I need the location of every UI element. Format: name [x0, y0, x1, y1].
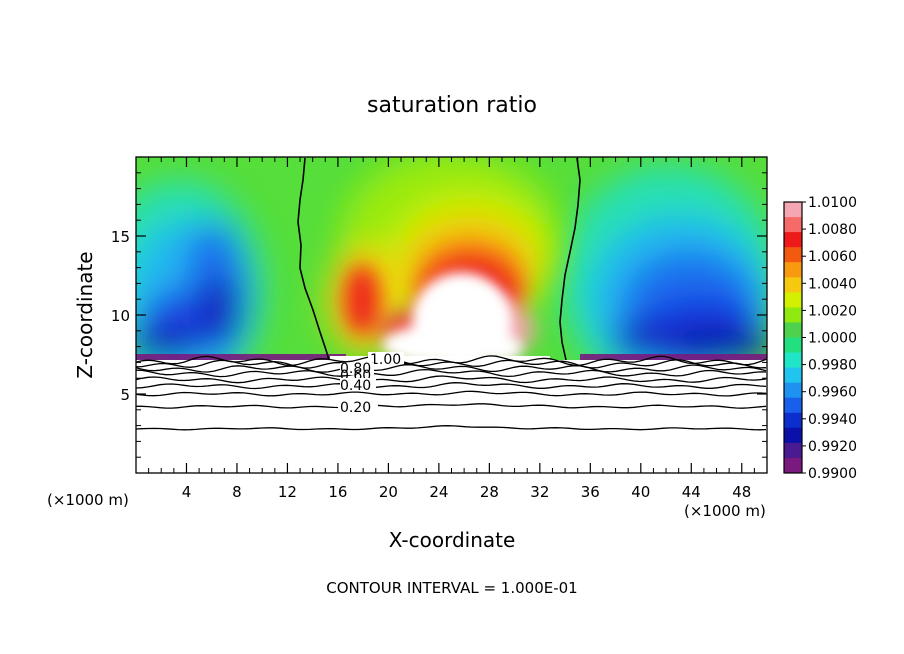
colorbar-label: 0.9900 — [808, 466, 857, 482]
chart-title: saturation ratio — [367, 93, 537, 118]
colorbar-swatch — [784, 427, 802, 444]
contour-label-0.40: 0.40 — [340, 378, 371, 394]
colorbar-label: 0.9940 — [808, 412, 857, 428]
contour-line-8 — [135, 355, 767, 367]
contour-labels: 1.00 0.80 0.60 0.40 0.20 — [338, 352, 404, 416]
colorbar-swatch — [784, 292, 802, 308]
contour-line-1 — [136, 403, 767, 409]
contour-line-2 — [135, 390, 767, 397]
colorbar-swatch — [784, 337, 802, 354]
contour-line-4 — [135, 375, 767, 384]
x-tick-label: 20 — [379, 483, 398, 501]
colorbar-swatch — [784, 322, 802, 338]
colorbar-label: 1.0040 — [808, 276, 857, 292]
x-tick-label: 28 — [480, 483, 499, 501]
contour-interval-note: CONTOUR INTERVAL = 1.000E-01 — [326, 579, 577, 597]
colorbar-swatch — [784, 397, 802, 414]
colorbar-swatch — [784, 202, 802, 218]
x-tick-label: 44 — [682, 483, 701, 501]
colorbar-label: 0.9980 — [808, 358, 857, 374]
colorbar-swatch — [784, 382, 802, 399]
colorbar-label: 0.9960 — [808, 385, 857, 401]
contour-left — [297, 157, 330, 361]
contour-label-1.00: 1.00 — [370, 352, 401, 368]
colorbar-swatch — [784, 352, 802, 369]
colorbar-swatch — [784, 307, 802, 323]
x-tick-label: 40 — [631, 483, 650, 501]
colorbar-swatch — [784, 442, 802, 459]
x-unit-left: (×1000 m) — [47, 491, 129, 509]
colorbar-swatch — [784, 217, 802, 233]
unit-contours — [297, 157, 581, 361]
y-tick-label: 5 — [120, 386, 130, 404]
x-tick-label: 24 — [429, 483, 448, 501]
contour-lines — [135, 355, 767, 431]
colorbar-swatch — [784, 232, 802, 248]
colorbar-label: 1.0100 — [808, 195, 857, 211]
contour-line-3 — [135, 382, 767, 390]
colorbar: 1.0100 1.0080 1.0060 1.0040 1.0020 1.0000 0.99… — [783, 195, 857, 482]
x-tick-label: 4 — [182, 483, 192, 501]
x-tick-label: 48 — [732, 483, 751, 501]
colorbar-label: 1.0000 — [808, 331, 857, 347]
colorbar-label: 1.0080 — [808, 222, 857, 238]
colorbar-swatch — [784, 412, 802, 429]
saturation-field — [136, 157, 767, 360]
colorbar-swatch — [784, 457, 802, 474]
contour-line-5 — [135, 368, 767, 378]
x-tick-label: 36 — [581, 483, 600, 501]
contour-line-6 — [135, 364, 767, 373]
colorbar-label: 1.0060 — [808, 249, 857, 265]
y-ticks: 5 10 15 — [111, 172, 767, 458]
x-ticks: 4 8 12 16 20 24 28 32 36 40 44 48 — [148, 157, 755, 501]
contour-line-0 — [135, 425, 767, 431]
y-axis-label: Z-coordinate — [73, 251, 97, 378]
colorbar-swatch — [784, 262, 802, 278]
colorbar-swatch — [784, 247, 802, 263]
x-tick-label: 16 — [328, 483, 347, 501]
x-unit-right: (×1000 m) — [684, 502, 766, 520]
colorbar-swatch — [784, 277, 802, 293]
y-tick-label: 10 — [111, 307, 130, 325]
y-tick-label: 15 — [111, 228, 130, 246]
colorbar-swatch — [784, 367, 802, 384]
colorbar-label: 0.9920 — [808, 439, 857, 455]
contour-label-0.80: 0.80 — [340, 361, 371, 377]
colorbar-label: 1.0020 — [808, 303, 857, 319]
x-tick-label: 32 — [530, 483, 549, 501]
contour-label-0.20: 0.20 — [340, 400, 371, 416]
x-tick-label: 8 — [232, 483, 242, 501]
contour-right — [559, 157, 581, 361]
x-axis-label: X-coordinate — [389, 528, 516, 552]
x-tick-label: 12 — [278, 483, 297, 501]
